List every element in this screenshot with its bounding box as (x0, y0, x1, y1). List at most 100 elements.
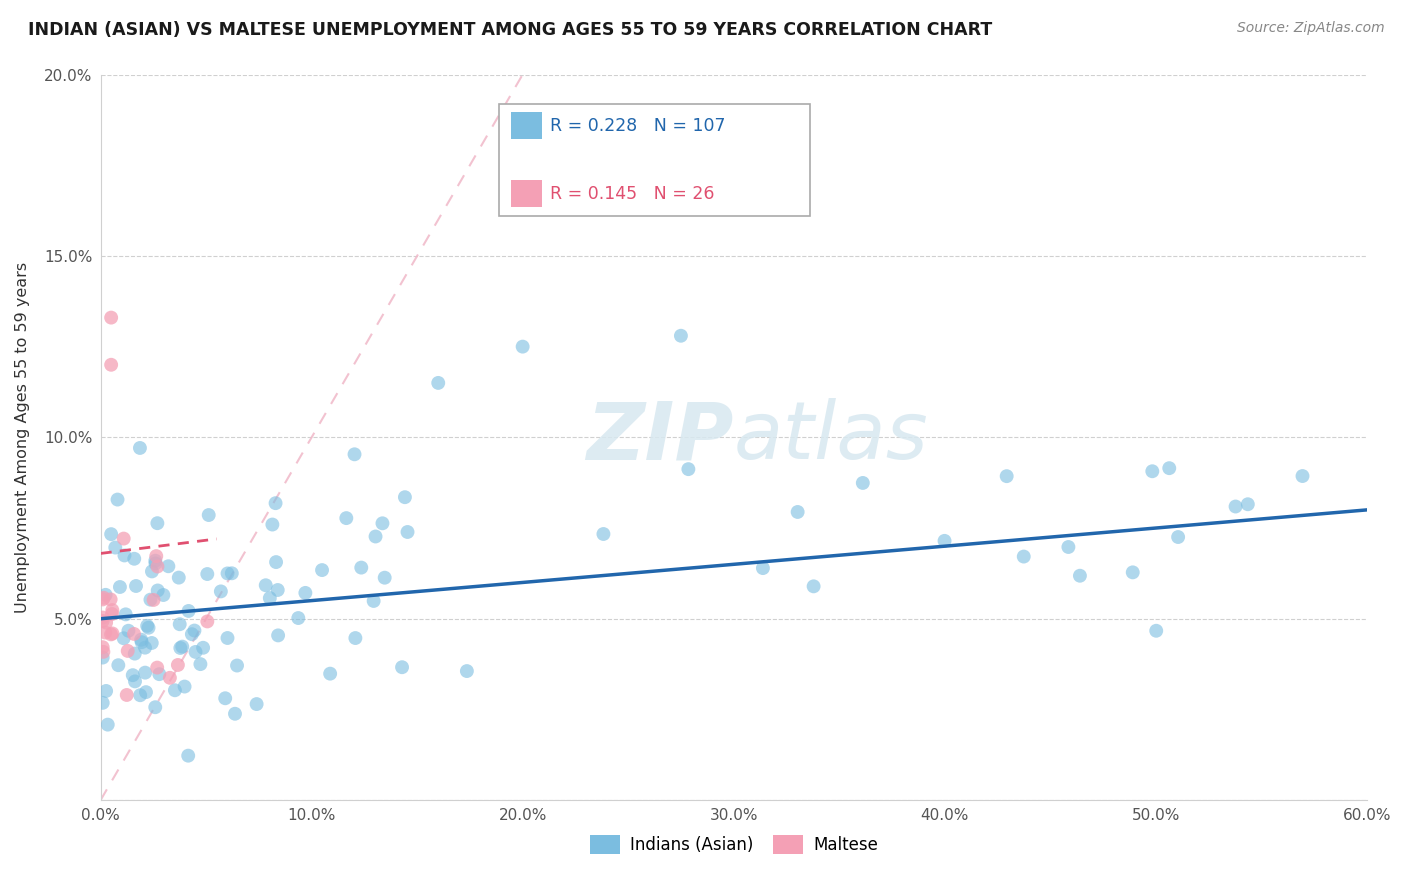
Point (145, 549, 167, 563)
Point (177, 604, 200, 618)
Point (173, 680, 195, 694)
Point (191, 640, 214, 655)
Point (129, 688, 152, 702)
Point (152, 588, 174, 602)
Point (259, 591, 281, 605)
Point (264, 496, 287, 510)
Point (197, 508, 219, 522)
Point (101, 603, 124, 617)
Point (786, 505, 808, 519)
Point (141, 636, 163, 650)
Point (131, 635, 153, 649)
Point (100, 310, 122, 325)
Text: atlas: atlas (734, 399, 928, 476)
Point (93, 645, 115, 659)
Point (1122, 566, 1144, 580)
Point (121, 668, 143, 682)
Point (350, 560, 373, 574)
Point (169, 640, 191, 655)
Point (1225, 500, 1247, 514)
Point (138, 621, 160, 635)
Point (100, 527, 122, 541)
Point (343, 447, 366, 461)
Point (294, 586, 316, 600)
Point (91, 592, 114, 607)
Point (146, 559, 169, 574)
Point (267, 582, 290, 597)
Point (94, 684, 117, 698)
Point (934, 533, 956, 548)
Point (1159, 461, 1181, 475)
Text: INDIAN (ASIAN) VS MALTESE UNEMPLOYMENT AMONG AGES 55 TO 59 YEARS CORRELATION CHA: INDIAN (ASIAN) VS MALTESE UNEMPLOYMENT A… (28, 21, 993, 38)
Point (146, 660, 169, 674)
Point (190, 657, 212, 672)
Point (143, 700, 166, 714)
Point (100, 358, 122, 372)
Point (163, 683, 186, 698)
Point (1069, 568, 1091, 582)
Point (117, 644, 139, 658)
Point (172, 640, 194, 654)
Point (167, 657, 190, 672)
Point (125, 579, 148, 593)
Point (122, 551, 145, 566)
Point (94, 615, 117, 630)
Point (1237, 497, 1260, 511)
Y-axis label: Unemployment Among Ages 55 to 59 years: Unemployment Among Ages 55 to 59 years (15, 261, 30, 613)
Point (134, 665, 156, 680)
Point (100, 592, 122, 607)
Point (267, 628, 290, 642)
Legend: Indians (Asian), Maltese: Indians (Asian), Maltese (583, 829, 884, 861)
Point (122, 627, 145, 641)
Point (114, 549, 136, 563)
Point (107, 492, 129, 507)
Point (1291, 469, 1313, 483)
Point (115, 688, 138, 702)
Point (209, 584, 232, 599)
Point (177, 748, 200, 763)
Point (456, 664, 478, 678)
Point (91, 614, 114, 628)
Point (129, 441, 152, 455)
Point (142, 593, 165, 607)
Point (157, 559, 180, 574)
Point (134, 640, 156, 655)
Point (180, 627, 202, 641)
Point (246, 697, 269, 711)
Point (371, 516, 394, 531)
Point (394, 490, 416, 504)
Point (254, 578, 277, 592)
Point (146, 516, 169, 531)
Point (108, 580, 131, 594)
Point (344, 631, 367, 645)
Point (91, 640, 114, 655)
Text: R = 0.145   N = 26: R = 0.145 N = 26 (550, 185, 714, 202)
Point (374, 571, 396, 585)
Point (104, 541, 127, 555)
Point (91, 650, 114, 665)
Point (94, 625, 117, 640)
Point (214, 691, 236, 706)
Point (1167, 530, 1189, 544)
Point (112, 532, 135, 546)
Text: Source: ZipAtlas.com: Source: ZipAtlas.com (1237, 21, 1385, 35)
Point (91, 610, 114, 624)
Point (148, 667, 170, 681)
Point (136, 619, 159, 633)
Point (101, 626, 124, 640)
Point (184, 645, 207, 659)
Point (512, 340, 534, 354)
Point (803, 579, 825, 593)
Point (217, 566, 239, 581)
Point (97, 717, 120, 731)
Point (143, 554, 166, 568)
Point (159, 671, 181, 685)
Point (364, 529, 387, 543)
Point (852, 475, 875, 490)
Point (226, 658, 249, 673)
Point (262, 517, 284, 532)
Point (678, 462, 700, 476)
Text: ZIP: ZIP (586, 399, 734, 476)
Point (145, 557, 167, 571)
Point (1012, 549, 1035, 564)
